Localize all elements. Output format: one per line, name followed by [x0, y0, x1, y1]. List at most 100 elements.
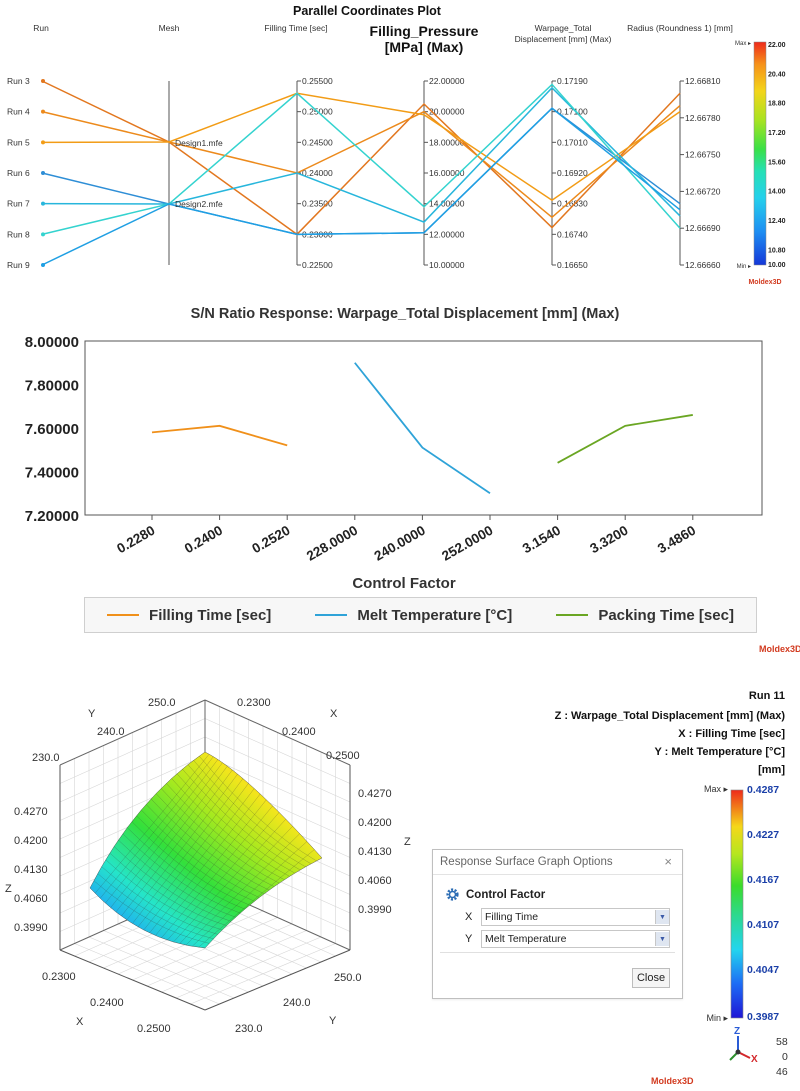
sn-xtick-label: 228.0000	[304, 523, 360, 564]
sn-ytick-label: 8.00000	[25, 334, 79, 351]
surface-mesh-line	[193, 760, 312, 864]
surface-mesh-line	[100, 756, 214, 899]
run-label: Run 8	[7, 229, 30, 239]
z-axis-label-left: Z	[5, 883, 12, 895]
sn-ytick-label: 7.60000	[25, 421, 79, 438]
parallel-series-point	[41, 79, 45, 83]
surface-mesh-line	[97, 873, 214, 939]
surface-mesh-line	[199, 755, 317, 862]
moldex-logo-1: Moldex3D	[748, 279, 781, 286]
colorbar-tick-label: 20.40	[768, 71, 786, 78]
z-tick-right: 0.4130	[358, 846, 392, 858]
y-factor-axis-label: Y	[465, 933, 473, 945]
axis-tick-label: 0.23500	[302, 199, 333, 209]
grid-line	[146, 923, 293, 987]
box-front-edges	[59, 765, 351, 1011]
grid-line	[161, 930, 307, 993]
svg-text:Z: Z	[734, 1026, 740, 1037]
legend-label: Melt Temperature [°C]	[357, 606, 513, 624]
surface-mesh-lines	[93, 754, 317, 948]
moldex-logo-2: Moldex3D	[759, 644, 800, 654]
axis-header-5: Radius (Roundness 1) [mm]	[627, 23, 733, 33]
x-factor-value: Filling Time	[485, 911, 539, 923]
z-axis-label-right: Z	[404, 836, 411, 848]
axis-tick-label: 12.66660	[685, 260, 721, 270]
close-button[interactable]: Close	[632, 968, 670, 988]
axis-tick-label: 22.00000	[429, 76, 465, 86]
colorbar-max-label: Max ▸	[735, 41, 751, 47]
pressure-colorbar-gradient	[753, 41, 767, 266]
chevron-down-icon[interactable]: ▼	[655, 910, 669, 924]
sn-ytick-label: 7.20000	[25, 508, 79, 525]
surface-mesh-line	[176, 773, 295, 874]
axis-tick-label: 0.17100	[557, 107, 588, 117]
x-axis-description: X : Filling Time [sec]	[678, 728, 785, 740]
unit-label: [mm]	[758, 764, 785, 776]
sn-xtick-label: 240.0000	[372, 523, 428, 564]
surface-mesh-line	[179, 826, 293, 944]
axis-tick-label: 12.66690	[685, 223, 721, 233]
sn-xtick-label: 0.2400	[182, 523, 225, 557]
axis-tick-label: 12.66750	[685, 150, 721, 160]
surface-mesh-line	[187, 764, 306, 867]
sn-series-line	[151, 424, 288, 447]
surface-mesh-line	[113, 846, 232, 922]
sn-ytick-label: 7.80000	[25, 378, 79, 395]
surface-mesh-line	[155, 793, 275, 887]
colorbar-tick-label: 10.80	[768, 247, 786, 254]
colorbar2-tick-label: 0.4167	[747, 874, 779, 886]
parallel-series-point	[41, 232, 45, 237]
x-tick-top-mid: 0.2400	[282, 726, 316, 738]
run-label: Run 5	[7, 137, 30, 147]
z-tick-left: 0.4270	[14, 806, 48, 818]
dialog-close-icon[interactable]: ×	[664, 854, 672, 869]
surface-fill	[89, 751, 323, 949]
axis-tick-label: 18.00000	[429, 137, 465, 147]
surface-mesh-line	[185, 833, 300, 946]
colorbar-tick-label: 14.00	[768, 189, 786, 196]
colorbar2-min-label: Min ▸	[706, 1013, 728, 1023]
box-edge	[59, 949, 206, 1011]
axis-tick-label: 0.16650	[557, 260, 588, 270]
sn-xtick-label: 252.0000	[439, 523, 495, 564]
surface-mesh-line	[105, 859, 223, 931]
parallel-series-point	[41, 109, 45, 114]
surface-colorbar-gradient	[730, 789, 744, 1019]
box-edge	[204, 949, 351, 1011]
x-axis-label-top: X	[330, 708, 338, 720]
z-tick-left: 0.4200	[14, 835, 48, 847]
axis-header-4: Warpage_Total	[535, 23, 592, 33]
axis-tick-label: 0.17010	[557, 137, 588, 147]
colorbar-min-label: Min ▸	[737, 264, 751, 270]
axis-triad-icon: Z X	[729, 1026, 758, 1065]
axis-tick-label: 16.00000	[429, 168, 465, 178]
sn-plot-area	[84, 340, 763, 516]
mesh-label-design2: Design2.mfe	[175, 199, 223, 209]
surface-mesh-line	[155, 799, 267, 936]
run-label: Run 9	[7, 260, 30, 270]
legend-label: Filling Time [sec]	[149, 606, 272, 624]
surface-mesh-line	[141, 809, 260, 898]
x-axis-label-bottom: X	[76, 1016, 84, 1028]
surface-mesh-line	[160, 788, 280, 884]
z-tick-right: 0.4200	[358, 817, 392, 829]
surface-mesh-line	[93, 880, 210, 944]
sn-xtick-label: 3.4860	[655, 523, 698, 557]
sn-series-line	[354, 362, 491, 494]
y-tick-bottom-left: 230.0	[235, 1023, 263, 1035]
surface-mesh-line	[150, 798, 270, 891]
parallel-series-line	[41, 92, 681, 202]
axis-tick-label: 0.16830	[557, 199, 588, 209]
surface-mesh-line	[137, 783, 249, 927]
x-tick-bottom-mid: 0.2400	[90, 997, 124, 1009]
parallel-series-line	[41, 107, 681, 266]
x-factor-axis-label: X	[465, 911, 473, 923]
sn-legend-item: Packing Time [sec]	[556, 607, 734, 624]
x-factor-select[interactable]: Filling Time ▼	[481, 908, 670, 926]
y-factor-value: Melt Temperature	[485, 933, 567, 945]
sn-xtick-label: 0.2280	[114, 523, 157, 557]
chevron-down-icon[interactable]: ▼	[655, 932, 669, 946]
axis-tick-label: 12.66720	[685, 186, 721, 196]
axis-header-3: Filling_Pressure	[370, 23, 479, 39]
y-factor-select[interactable]: Melt Temperature ▼	[481, 930, 670, 948]
